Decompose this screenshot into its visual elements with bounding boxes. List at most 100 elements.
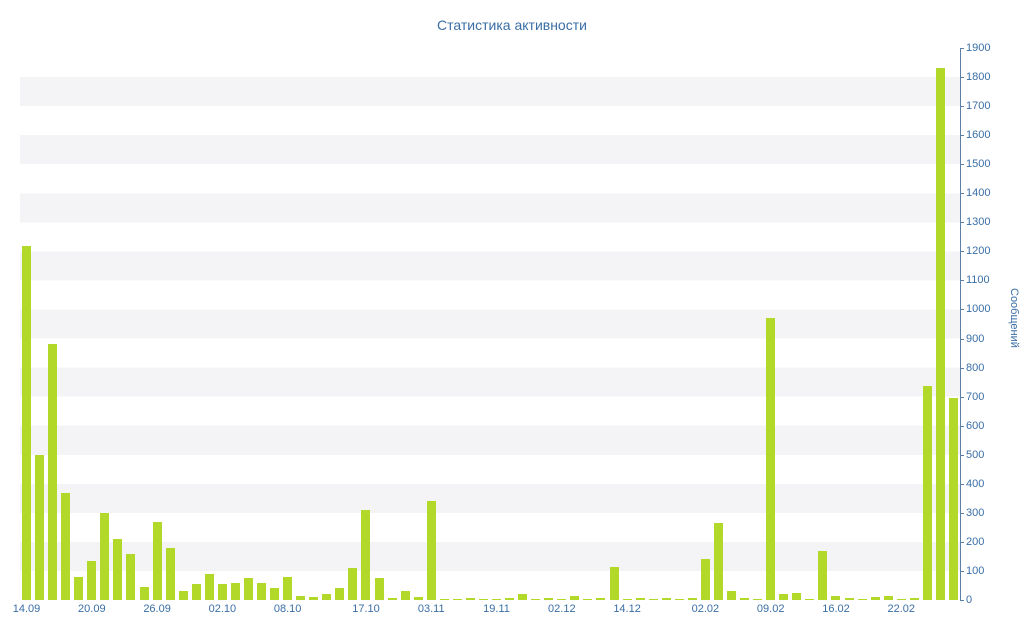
bar (648, 598, 658, 600)
bar (570, 595, 580, 600)
bar (740, 597, 750, 600)
bar (505, 598, 515, 600)
x-axis-tick-label: 03.11 (417, 603, 445, 615)
y-axis-tick-label: 800 (966, 361, 985, 374)
bar (426, 501, 436, 600)
x-axis-tick-label: 08.10 (273, 603, 302, 615)
y-axis-tick (960, 338, 964, 340)
chart-title: Статистика активности (437, 17, 587, 33)
y-axis-tick (960, 135, 964, 137)
bar (779, 594, 789, 600)
bar (243, 578, 253, 600)
y-axis-tick-label: 1100 (966, 274, 990, 287)
bar (204, 573, 214, 600)
bar (609, 566, 619, 600)
bar (909, 598, 919, 600)
bar (544, 598, 554, 600)
x-axis-tick-label: 02.10 (208, 603, 237, 615)
bar (753, 598, 763, 600)
y-axis-tick-label: 0 (966, 594, 973, 606)
x-axis-tick-label: 16.02 (822, 603, 850, 615)
y-axis-title: Сообщений (1008, 288, 1020, 348)
bar (531, 598, 541, 600)
y-axis-tick (960, 483, 964, 485)
bar (35, 454, 45, 600)
bar (348, 568, 358, 600)
y-axis-tick-label: 1900 (966, 42, 991, 54)
y-axis-tick-label: 1500 (966, 158, 991, 171)
y-axis-tick-label: 400 (966, 477, 985, 490)
bar (191, 584, 201, 600)
bar (766, 318, 776, 600)
bar (126, 553, 136, 600)
bar (230, 582, 240, 600)
bar (492, 598, 502, 600)
y-axis-tick-label: 1000 (966, 303, 991, 316)
x-axis-tick-label: 17.10 (352, 603, 380, 615)
bar (113, 539, 123, 600)
y-axis-tick-label: 100 (966, 564, 985, 577)
bar (322, 594, 332, 600)
bar (674, 598, 684, 600)
bar (22, 245, 32, 600)
bar (844, 598, 854, 600)
y-axis-tick (960, 222, 964, 224)
y-axis-tick-label: 200 (966, 535, 985, 548)
bar (361, 509, 371, 600)
y-axis-tick-label: 900 (966, 332, 985, 345)
y-axis-tick (960, 425, 964, 427)
y-axis-tick-label: 500 (966, 448, 985, 461)
bar (948, 398, 958, 600)
bar (857, 598, 867, 600)
bar (87, 560, 97, 600)
y-axis-tick (960, 512, 964, 514)
bar (400, 591, 410, 600)
x-axis-tick-label: 02.12 (548, 603, 576, 615)
y-axis-tick (960, 367, 964, 369)
bar (792, 592, 802, 600)
bar (270, 588, 280, 600)
bar (635, 597, 645, 600)
y-axis-tick-label: 700 (966, 390, 985, 403)
bar (61, 492, 71, 600)
bar (335, 588, 345, 600)
bar (883, 595, 893, 600)
bar (805, 598, 815, 600)
y-axis-tick (960, 48, 964, 49)
bar (74, 576, 84, 600)
bar (700, 559, 710, 600)
bar (583, 598, 593, 600)
bar (178, 591, 188, 600)
bar (139, 586, 149, 600)
y-axis-tick (960, 541, 964, 543)
bar (217, 584, 227, 600)
y-axis-tick (960, 77, 964, 79)
bar (896, 598, 906, 600)
x-axis-tick-label: 09.02 (756, 603, 785, 615)
bar (727, 591, 737, 600)
bar (413, 597, 423, 600)
y-axis-tick-label: 300 (966, 506, 985, 519)
bar (518, 594, 528, 600)
y-axis-tick (960, 396, 964, 398)
bar (622, 598, 632, 600)
plot-area (20, 48, 960, 600)
y-axis-tick (960, 309, 964, 311)
background-stripes (20, 48, 960, 600)
x-axis-tick-label: 22.02 (887, 603, 916, 615)
bar (687, 597, 697, 600)
bar (465, 598, 475, 600)
bar (100, 512, 110, 600)
bar (870, 597, 880, 600)
bar (922, 386, 932, 600)
bar (935, 68, 945, 600)
y-axis-tick-label: 1700 (966, 100, 991, 113)
bar (831, 595, 841, 600)
bar (374, 578, 384, 600)
y-axis-tick (960, 600, 964, 601)
y-axis-tick (960, 454, 964, 456)
y-axis-tick (960, 106, 964, 108)
bar (661, 598, 671, 600)
bar (152, 521, 162, 600)
